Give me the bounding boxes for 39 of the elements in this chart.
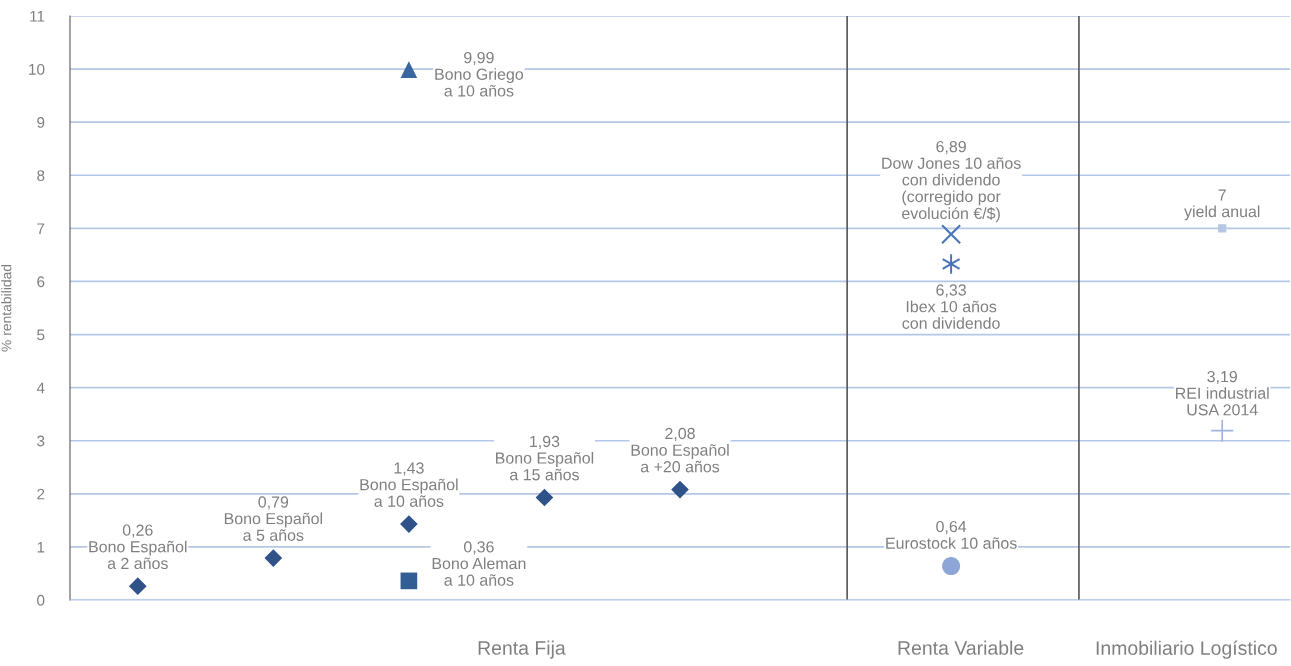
- data-label: 6,33 Ibex 10 años con dividendo: [902, 284, 1000, 329]
- data-label: 1,93 Bono Español a 15 años: [496, 435, 594, 481]
- data-label: 0,36 Bono Aleman a 10 años: [432, 541, 526, 586]
- point: [535, 488, 554, 507]
- point: [671, 480, 689, 499]
- y-tick-label: 6: [37, 276, 45, 288]
- y-tick-label: 7: [37, 223, 45, 234]
- data-label: 0,26 Bono Español a 2 años: [89, 524, 187, 570]
- y-tick-label: 3: [37, 435, 45, 447]
- point: [941, 224, 962, 245]
- y-tick-label: 11: [30, 11, 45, 22]
- y-tick-label: 4: [36, 382, 45, 394]
- point: [400, 515, 418, 533]
- point: [400, 572, 418, 590]
- data-label: 2,08 Bono Español a +20 años: [631, 427, 729, 473]
- point: [400, 61, 418, 78]
- point: [942, 556, 961, 576]
- text: Renta Variable: [898, 640, 1024, 655]
- y-tick-label: 0: [37, 594, 45, 606]
- point: [264, 549, 283, 567]
- data-label: 3,19 REI industrial USA 2014: [1176, 370, 1269, 416]
- y-tick-label: 5: [37, 329, 45, 341]
- data-label: 0,79 Bono Español a 5 años: [224, 496, 322, 541]
- text: Inmobiliario Logístico: [1096, 640, 1277, 659]
- text: Renta Fija: [478, 640, 566, 659]
- data-label: 0,64 Eurostock 10 años: [886, 520, 1017, 549]
- y-tick-label: 9: [37, 117, 45, 128]
- data-label: 7 yield anual: [1184, 189, 1260, 221]
- y-tick-label: 10: [29, 63, 45, 75]
- point: [128, 577, 147, 596]
- y-tick-label: 8: [37, 170, 45, 181]
- data-label: 1,43 Bono Español a 10 años: [360, 462, 458, 507]
- y-tick-label: 2: [37, 488, 45, 500]
- point: [1218, 224, 1227, 233]
- data-label: 9,99 Bono Griego a 10 años: [435, 51, 524, 97]
- data-label: 6,89 Dow Jones 10 años con dividendo (corregido por evolución €/$): [882, 140, 1021, 223]
- y-tick-label: 1: [37, 541, 45, 553]
- y-axis-title: % rentabilidad: [1, 264, 12, 352]
- point: [941, 253, 961, 275]
